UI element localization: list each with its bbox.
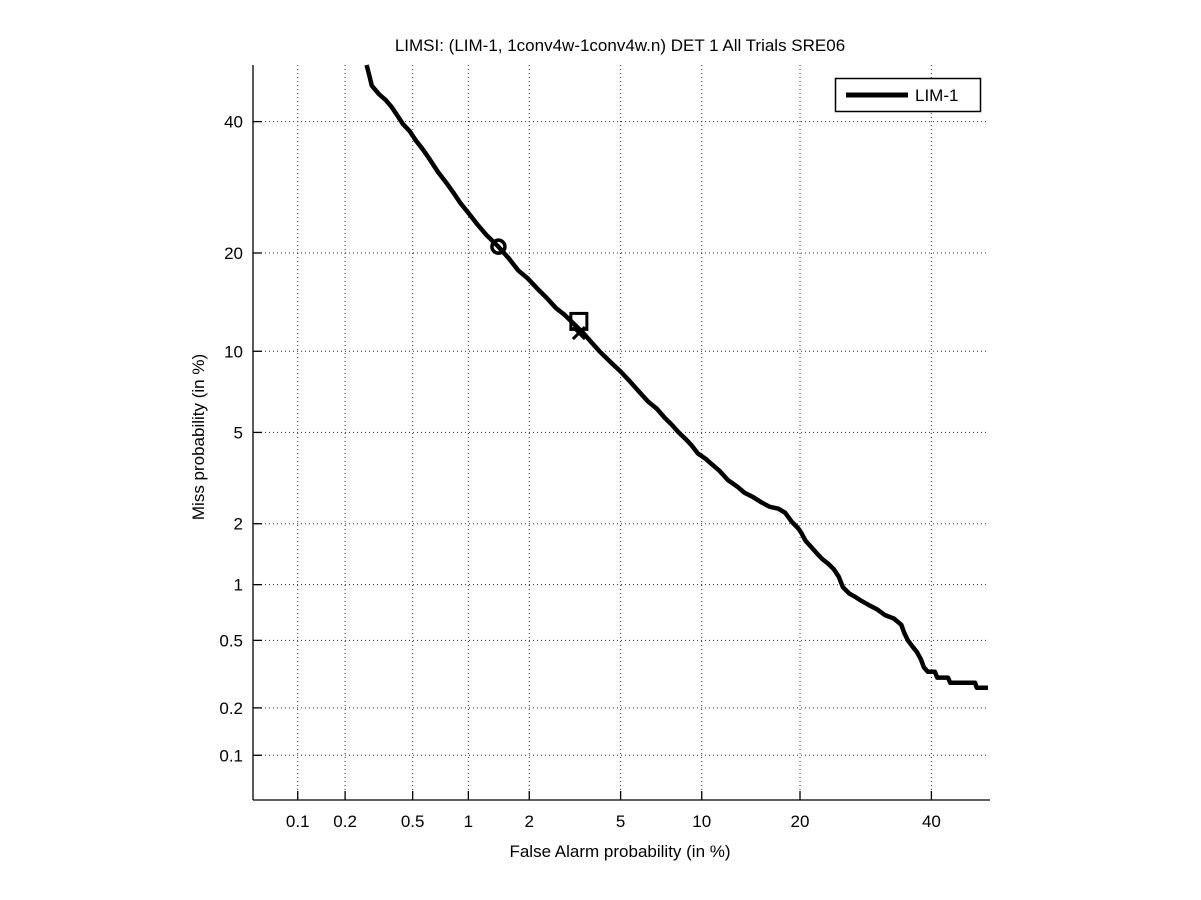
y-tick-label: 40 [224,113,243,132]
y-tick-label: 2 [234,515,243,534]
legend: LIM-1 [834,77,982,113]
y-tick-label: 10 [224,342,243,361]
x-tick-label: 0.2 [333,812,357,831]
chart-title: LIMSI: (LIM-1, 1conv4w-1conv4w.n) DET 1 … [395,36,845,55]
y-tick-label: 0.1 [219,746,243,765]
x-tick-label: 0.1 [286,812,310,831]
x-tick-label: 1 [464,812,473,831]
x-tick-label: 5 [616,812,625,831]
square-marker [569,311,589,331]
det-curve [364,64,988,691]
operating-point-markers [490,238,589,341]
tick-labels: 0.1 0.2 0.5 1 2 5 10 20 40 0.1 0.2 0.5 1 2 5 10 20 40 [219,113,941,831]
x-marker [571,326,586,341]
y-tick-label: 0.2 [219,699,243,718]
legend-label: LIM-1 [915,86,958,105]
y-tick-label: 5 [234,423,243,442]
axes [252,65,990,801]
y-tick-label: 0.5 [219,631,243,650]
x-tick-label: 20 [791,812,810,831]
y-tick-label: 1 [234,576,243,595]
circle-marker [490,238,507,255]
y-tick-label: 20 [224,244,243,263]
det-curve-group [364,64,988,691]
x-tick-label: 0.5 [401,812,425,831]
x-axis-label: False Alarm probability (in %) [509,842,730,861]
x-tick-label: 2 [525,812,534,831]
x-tick-label: 10 [692,812,711,831]
gridlines [253,65,988,800]
x-tick-label: 40 [922,812,941,831]
y-axis-label: Miss probability (in %) [189,354,208,520]
